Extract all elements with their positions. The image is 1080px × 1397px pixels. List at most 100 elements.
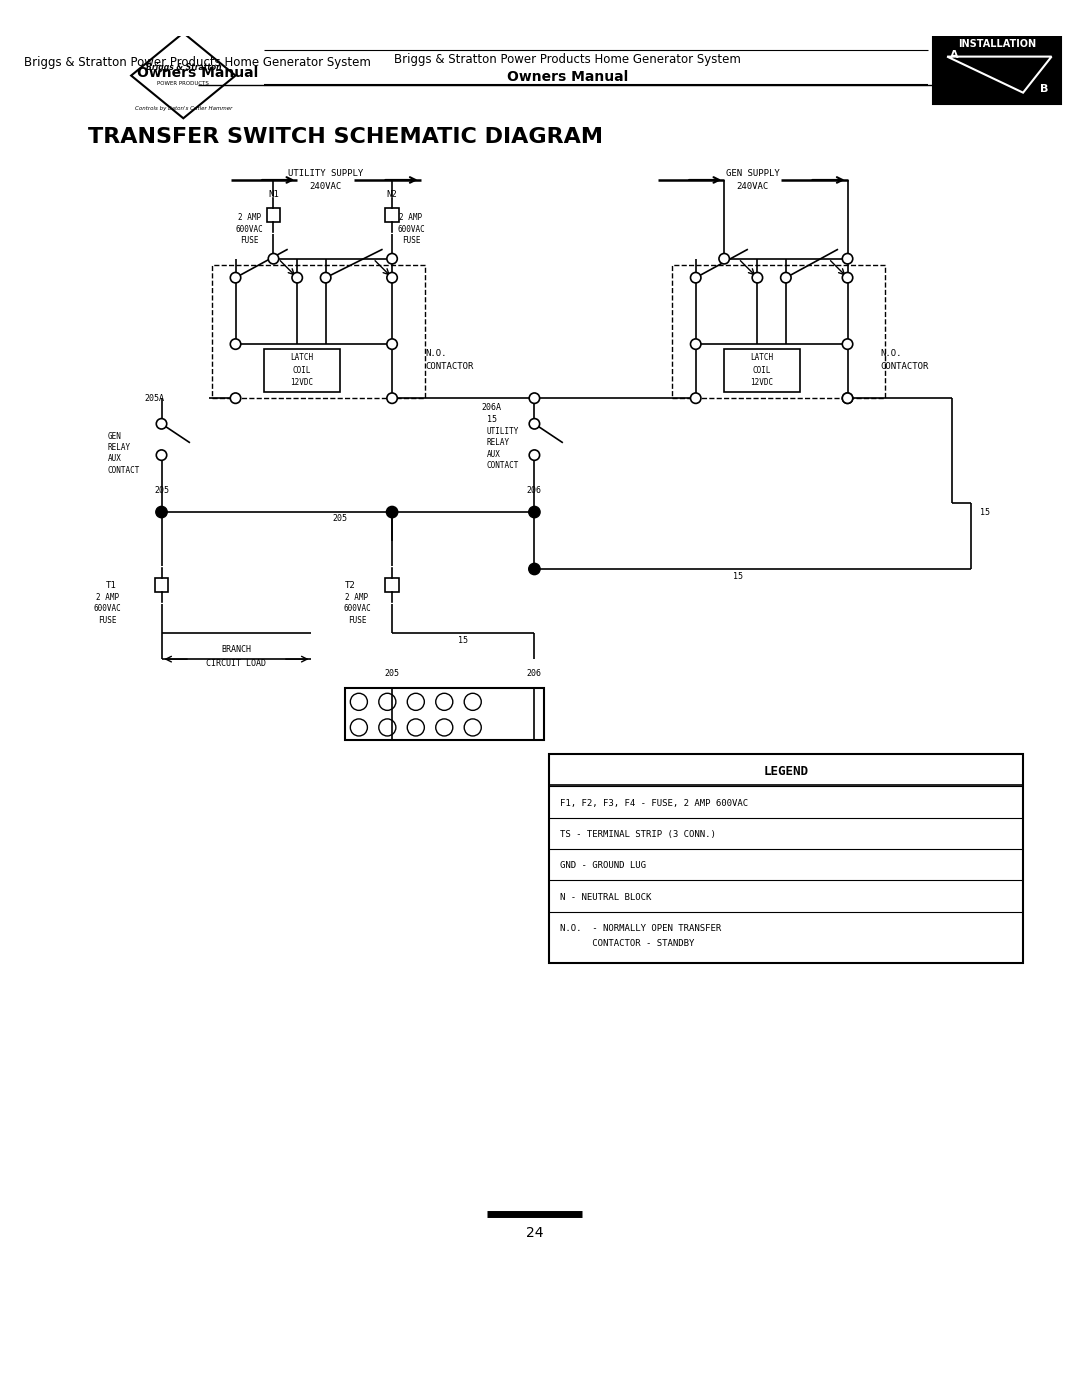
Text: CONTACTOR: CONTACTOR xyxy=(426,362,474,372)
Text: 206A: 206A xyxy=(482,404,502,412)
Text: COIL: COIL xyxy=(753,366,771,374)
Text: RELAY: RELAY xyxy=(487,439,510,447)
Circle shape xyxy=(842,393,853,404)
Text: Briggs & Stratton Power Products Home Generator System: Briggs & Stratton Power Products Home Ge… xyxy=(24,56,372,68)
Text: 15: 15 xyxy=(981,507,990,517)
Text: 600VAC: 600VAC xyxy=(343,605,370,613)
Bar xyxy=(672,265,886,398)
Text: 12VDC: 12VDC xyxy=(751,379,773,387)
Circle shape xyxy=(842,393,853,404)
Text: CONTACT: CONTACT xyxy=(487,461,519,469)
Circle shape xyxy=(781,272,791,284)
Circle shape xyxy=(529,506,540,518)
Text: 600VAC: 600VAC xyxy=(94,605,121,613)
Text: CONTACT: CONTACT xyxy=(107,465,139,475)
Text: LATCH: LATCH xyxy=(291,353,313,362)
Circle shape xyxy=(690,272,701,284)
Circle shape xyxy=(321,272,330,284)
Circle shape xyxy=(230,393,241,404)
Text: 205A: 205A xyxy=(145,394,165,402)
Text: COIL: COIL xyxy=(293,366,311,374)
Text: 240VAC: 240VAC xyxy=(310,182,341,191)
Text: F1, F2, F3, F4 - FUSE, 2 AMP 600VAC: F1, F2, F3, F4 - FUSE, 2 AMP 600VAC xyxy=(561,799,748,807)
Circle shape xyxy=(387,253,397,264)
Text: T1: T1 xyxy=(106,581,117,590)
Text: 205: 205 xyxy=(384,669,400,678)
Text: A: A xyxy=(949,50,958,60)
Text: N - NEUTRAL BLOCK: N - NEUTRAL BLOCK xyxy=(561,893,651,902)
Circle shape xyxy=(529,563,540,574)
Text: UTILITY SUPPLY: UTILITY SUPPLY xyxy=(288,169,363,177)
Text: 206: 206 xyxy=(527,669,542,678)
Circle shape xyxy=(387,339,397,349)
Text: FUSE: FUSE xyxy=(348,616,366,624)
Text: 205: 205 xyxy=(154,486,168,495)
Text: 2 AMP: 2 AMP xyxy=(96,592,119,602)
Bar xyxy=(549,754,1023,963)
Text: FUSE: FUSE xyxy=(402,236,420,246)
Text: Owners Manual: Owners Manual xyxy=(137,66,258,80)
Text: N.O.: N.O. xyxy=(426,349,447,358)
Circle shape xyxy=(690,339,701,349)
Text: N.O.  - NORMALLY OPEN TRANSFER: N.O. - NORMALLY OPEN TRANSFER xyxy=(561,923,721,933)
Text: 2 AMP: 2 AMP xyxy=(346,592,368,602)
Bar xyxy=(264,349,340,391)
Text: GEN SUPPLY: GEN SUPPLY xyxy=(726,169,780,177)
Text: CONTACTOR: CONTACTOR xyxy=(881,362,929,372)
Circle shape xyxy=(842,339,853,349)
Bar xyxy=(386,208,399,222)
Text: AUX: AUX xyxy=(107,454,121,464)
Text: GEN: GEN xyxy=(107,432,121,440)
Text: TRANSFER SWITCH SCHEMATIC DIAGRAM: TRANSFER SWITCH SCHEMATIC DIAGRAM xyxy=(89,127,604,147)
Circle shape xyxy=(230,272,241,284)
Text: 24: 24 xyxy=(526,1227,543,1241)
Circle shape xyxy=(842,272,853,284)
Bar xyxy=(933,34,1061,103)
Text: AUX: AUX xyxy=(487,450,501,458)
Text: LATCH: LATCH xyxy=(751,353,773,362)
Circle shape xyxy=(529,450,540,461)
Circle shape xyxy=(156,506,167,518)
Circle shape xyxy=(157,419,166,429)
Text: T2: T2 xyxy=(345,581,355,590)
Text: Owners Manual: Owners Manual xyxy=(507,70,629,84)
Text: CONTACTOR - STANDBY: CONTACTOR - STANDBY xyxy=(561,939,694,949)
Text: LEGEND: LEGEND xyxy=(764,764,808,778)
Bar xyxy=(154,578,168,592)
Circle shape xyxy=(752,272,762,284)
Text: 205: 205 xyxy=(333,514,348,524)
Text: CIRCUIT LOAD: CIRCUIT LOAD xyxy=(206,659,267,668)
Text: B: B xyxy=(1040,84,1048,94)
Circle shape xyxy=(529,393,540,404)
Circle shape xyxy=(292,272,302,284)
Circle shape xyxy=(387,393,397,404)
Text: INSTALLATION: INSTALLATION xyxy=(958,39,1036,49)
Text: GND - GROUND LUG: GND - GROUND LUG xyxy=(561,862,646,870)
Bar xyxy=(386,578,399,592)
Circle shape xyxy=(157,450,166,461)
Circle shape xyxy=(719,253,729,264)
Text: 206: 206 xyxy=(527,486,542,495)
Circle shape xyxy=(529,419,540,429)
Text: 12VDC: 12VDC xyxy=(291,379,313,387)
Text: 15: 15 xyxy=(487,415,497,423)
Bar xyxy=(267,208,280,222)
Text: 240VAC: 240VAC xyxy=(737,182,769,191)
Text: Briggs & Stratton: Briggs & Stratton xyxy=(146,63,221,73)
Text: N.O.: N.O. xyxy=(881,349,902,358)
Circle shape xyxy=(387,506,397,518)
Text: 600VAC: 600VAC xyxy=(397,225,424,233)
Bar xyxy=(345,687,544,740)
Circle shape xyxy=(690,393,701,404)
Circle shape xyxy=(230,339,241,349)
Text: N1: N1 xyxy=(268,190,279,198)
Text: 15: 15 xyxy=(733,573,743,581)
Circle shape xyxy=(387,272,397,284)
Text: RELAY: RELAY xyxy=(107,443,131,453)
Text: BRANCH: BRANCH xyxy=(221,645,252,654)
Bar xyxy=(725,349,800,391)
Text: FUSE: FUSE xyxy=(98,616,117,624)
Text: 15: 15 xyxy=(458,636,469,644)
Text: 2 AMP: 2 AMP xyxy=(400,214,422,222)
Text: 2 AMP: 2 AMP xyxy=(239,214,261,222)
